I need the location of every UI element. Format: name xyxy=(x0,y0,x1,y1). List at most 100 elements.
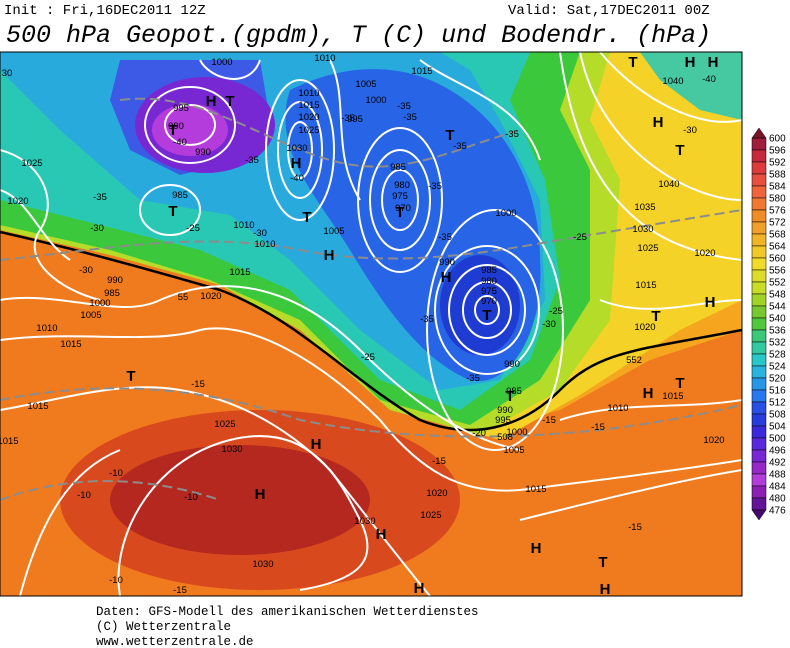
pressure-center: H xyxy=(376,526,387,543)
colorbar-cell xyxy=(751,257,767,271)
contour-label: 1015 xyxy=(525,484,546,495)
contour-label: -40 xyxy=(290,173,304,184)
colorbar-label: 588 xyxy=(769,170,786,181)
pressure-center: T xyxy=(675,142,684,159)
contour-label: 1010 xyxy=(233,220,254,231)
contour-label: -35 xyxy=(453,141,467,152)
pressure-center: H xyxy=(708,54,719,71)
colorbar-cell xyxy=(751,377,767,391)
colorbar-label: 536 xyxy=(769,326,786,337)
colorbar-cell xyxy=(751,353,767,367)
contour-label: 1030 xyxy=(354,516,375,527)
contour-label: 1005 xyxy=(503,445,524,456)
contour-label: 990 xyxy=(107,275,123,286)
colorbar-cell xyxy=(751,461,767,475)
contour-label: 1015 xyxy=(0,436,19,447)
contour-label: 990 xyxy=(497,405,513,416)
colorbar-label: 564 xyxy=(769,242,786,253)
footer-line: Daten: GFS-Modell des amerikanischen Wet… xyxy=(96,605,479,619)
colorbar-label: 476 xyxy=(769,506,786,517)
colorbar-cell xyxy=(751,497,767,511)
pressure-center: H xyxy=(255,486,266,503)
contour-label: 1005 xyxy=(80,310,101,321)
field-darkred xyxy=(110,445,370,555)
colorbar-label: 484 xyxy=(769,482,786,493)
pressure-center: H xyxy=(414,580,425,597)
contour-label: 1015 xyxy=(662,391,683,402)
colorbar-label: 576 xyxy=(769,206,786,217)
colorbar-label: 548 xyxy=(769,290,786,301)
colorbar-label: 528 xyxy=(769,350,786,361)
pressure-center: H xyxy=(324,247,335,264)
colorbar-cell xyxy=(751,413,767,427)
colorbar-label: 492 xyxy=(769,458,786,469)
colorbar-label: 500 xyxy=(769,434,786,445)
pressure-center: H xyxy=(705,294,716,311)
colorbar-cell xyxy=(751,245,767,259)
colorbar-cell xyxy=(751,161,767,175)
contour-label: -35 xyxy=(341,113,355,124)
contour-label: 1000 xyxy=(365,95,386,106)
contour-label: 55 xyxy=(178,292,189,303)
contour-label: 1000 xyxy=(211,57,232,68)
contour-label: 1030 xyxy=(286,143,307,154)
pressure-center: H xyxy=(531,540,542,557)
contour-label: -30 xyxy=(683,125,697,136)
contour-label: 1025 xyxy=(214,419,235,430)
contour-label: 508 xyxy=(497,432,513,443)
contour-label: 990 xyxy=(439,257,455,268)
contour-label: -25 xyxy=(573,232,587,243)
contour-label: 1035 xyxy=(634,202,655,213)
colorbar-label: 556 xyxy=(769,266,786,277)
colorbar-cell xyxy=(751,233,767,247)
colorbar-cell xyxy=(751,485,767,499)
colorbar-label: 580 xyxy=(769,194,786,205)
contour-label: 1025 xyxy=(21,158,42,169)
contour-label: 1005 xyxy=(355,79,376,90)
contour-label: -15 xyxy=(173,585,187,596)
contour-label: 990 xyxy=(195,147,211,158)
contour-label: 980 xyxy=(481,276,497,287)
colorbar-cell xyxy=(751,137,767,151)
pressure-center: T xyxy=(651,308,660,325)
pressure-center: T xyxy=(126,368,135,385)
contour-label: -10 xyxy=(109,468,123,479)
contour-label: -35 xyxy=(428,181,442,192)
colorbar-arrow xyxy=(751,509,767,521)
contour-label: -15 xyxy=(191,379,205,390)
pressure-center: T xyxy=(395,204,404,221)
contour-label: -30 xyxy=(542,319,556,330)
colorbar-label: 592 xyxy=(769,158,786,169)
colorbar-cell xyxy=(751,185,767,199)
contour-552 xyxy=(0,230,742,432)
contour-label: 1030 xyxy=(252,559,273,570)
map-field xyxy=(0,52,742,596)
colorbar-label: 512 xyxy=(769,398,786,409)
contour-label: -15 xyxy=(432,456,446,467)
field-magenta xyxy=(152,104,228,156)
contour-label: -10 xyxy=(184,492,198,503)
colorbar-cell xyxy=(751,149,767,163)
contour-label: -25 xyxy=(186,223,200,234)
footer-line: www.wetterzentrale.de xyxy=(96,635,254,648)
contour-label: 1020 xyxy=(694,248,715,259)
contour-label: 985 xyxy=(104,288,120,299)
contour-label: 985 xyxy=(172,190,188,201)
field-teal-ne xyxy=(640,52,742,120)
contour-label: 975 xyxy=(481,286,497,297)
map-frame xyxy=(0,51,743,597)
colorbar-label: 544 xyxy=(769,302,786,313)
isobars xyxy=(0,52,742,596)
colorbar-label: 560 xyxy=(769,254,786,265)
contour-label: 1000 xyxy=(495,208,516,219)
colorbar-label: 552 xyxy=(769,278,786,289)
contour-label: -35 xyxy=(420,314,434,325)
contour-label: -35 xyxy=(403,112,417,123)
colorbar-cell xyxy=(751,221,767,235)
pressure-center: H xyxy=(600,581,611,598)
contour-label: -20 xyxy=(472,428,486,439)
contour-label: -30 xyxy=(79,265,93,276)
colorbar-cell xyxy=(751,209,767,223)
